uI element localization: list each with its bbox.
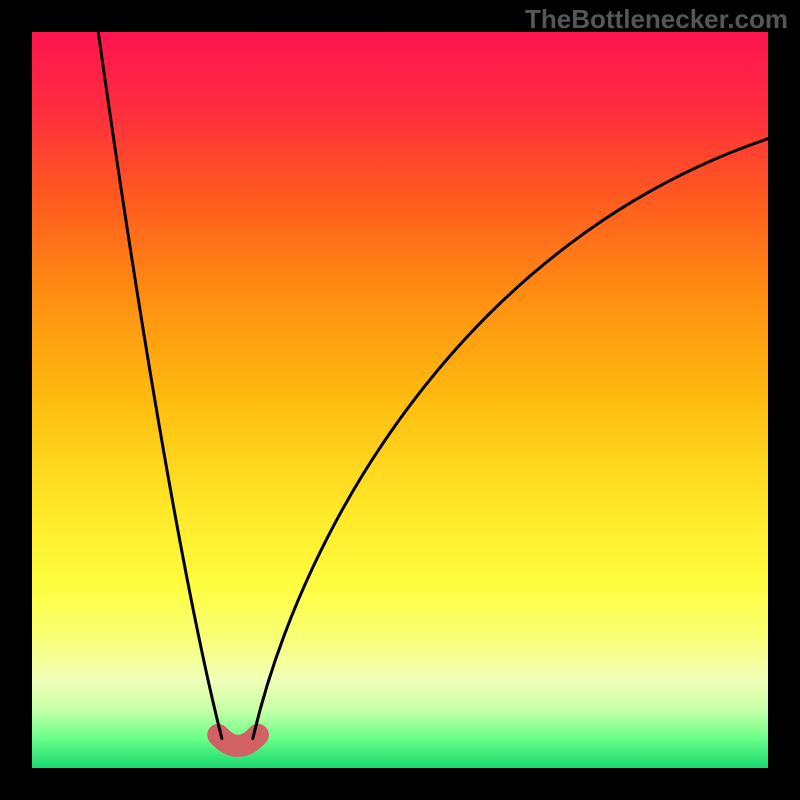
right-curve [253, 139, 768, 739]
chart-canvas: TheBottlenecker.com [0, 0, 800, 800]
bottleneck-curves [32, 32, 768, 768]
watermark-label: TheBottlenecker.com [525, 4, 788, 35]
left-curve [98, 32, 222, 739]
plot-area [32, 32, 768, 768]
